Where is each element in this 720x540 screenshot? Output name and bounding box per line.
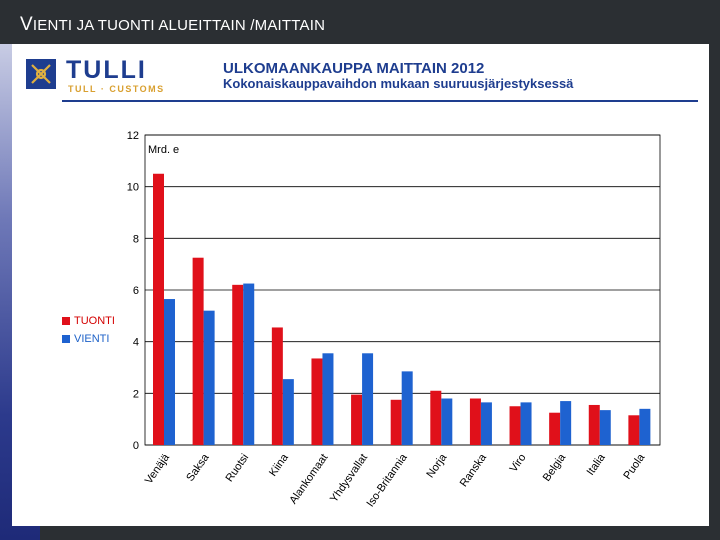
chart-subtitle: Kokonaiskauppavaihdon mukaan suuruusjärj…	[223, 76, 574, 91]
category-label: Alankomaat	[287, 452, 330, 506]
legend-item-vienti: VIENTI	[62, 330, 115, 348]
bar-vienti	[401, 371, 413, 445]
category-label: Ruotsi	[224, 452, 252, 484]
legend-swatch-tuonti	[62, 317, 70, 325]
category-label: Viro	[508, 452, 529, 475]
bar-tuonti	[430, 390, 442, 445]
y-tick-label: 12	[127, 130, 139, 142]
bar-vienti	[480, 402, 492, 445]
bar-vienti	[322, 353, 334, 445]
bar-chart: 0 2 4 6 8 10 12 Mrd. e Venäjä Saksa Ruotsi KiinaAla…	[127, 130, 661, 509]
bar-vienti	[164, 299, 175, 445]
bar-tuonti	[469, 398, 481, 445]
bar-tuonti	[271, 327, 283, 445]
bar-vienti	[362, 353, 374, 445]
chart-title: ULKOMAANKAUPPA MAITTAIN 2012	[223, 60, 485, 77]
bar-vienti	[599, 410, 611, 445]
chart-panel: TULLI TULL · CUSTOMS ULKOMAANKAUPPA MAIT…	[12, 44, 709, 526]
logo-subtitle: TULL · CUSTOMS	[68, 84, 165, 94]
bar-vienti	[203, 310, 215, 445]
bar-vienti	[639, 408, 651, 445]
bar-tuonti	[509, 406, 521, 445]
slide-title: VIENTI JA TUONTI ALUEITTAIN /MAITTAIN	[20, 14, 325, 36]
bar-tuonti	[588, 404, 600, 445]
bar-tuonti	[311, 358, 323, 445]
category-label: Saksa	[184, 451, 212, 484]
legend-label-vienti: VIENTI	[74, 333, 110, 345]
category-label: Iso-Britannia	[364, 451, 410, 509]
y-tick-label: 0	[133, 440, 139, 452]
y-tick-label: 6	[133, 285, 139, 297]
legend-label-tuonti: TUONTI	[74, 315, 115, 327]
bar-vienti	[441, 398, 453, 445]
bar-tuonti	[390, 399, 402, 445]
bar-tuonti	[549, 412, 561, 445]
bar-tuonti	[351, 394, 363, 445]
logo-wordmark: TULLI	[66, 56, 147, 84]
category-label: Belgia	[541, 451, 569, 484]
legend-item-tuonti: TUONTI	[62, 312, 115, 330]
y-tick-label: 4	[133, 337, 139, 349]
slide-title-initial: V	[20, 14, 33, 35]
y-tick-label: 2	[133, 388, 139, 400]
category-label: Norja	[424, 451, 449, 480]
bar-tuonti	[232, 284, 244, 445]
y-tick-label: 10	[127, 182, 139, 194]
category-label: Ranska	[458, 451, 490, 489]
category-label: Venäjä	[143, 451, 173, 486]
bar-vienti	[560, 401, 572, 445]
y-tick-label: 8	[133, 233, 139, 245]
bar-tuonti	[628, 415, 640, 445]
category-label: Italia	[585, 451, 609, 478]
customs-emblem-icon	[26, 59, 56, 89]
bar-tuonti	[153, 173, 164, 445]
chart-legend: TUONTI VIENTI	[62, 312, 115, 348]
category-label: Puola	[621, 451, 647, 482]
bar-vienti	[243, 283, 255, 445]
category-label: Yhdysvallat	[328, 452, 370, 505]
bar-vienti	[520, 402, 532, 445]
header-divider	[62, 100, 698, 102]
slide-title-rest: IENTI JA TUONTI ALUEITTAIN /MAITTAIN	[32, 17, 326, 34]
bar-tuonti	[192, 257, 204, 445]
bar-vienti	[282, 379, 294, 445]
y-unit-label: Mrd. e	[148, 144, 179, 156]
category-label: Kiina	[267, 451, 291, 479]
legend-swatch-vienti	[62, 335, 70, 343]
